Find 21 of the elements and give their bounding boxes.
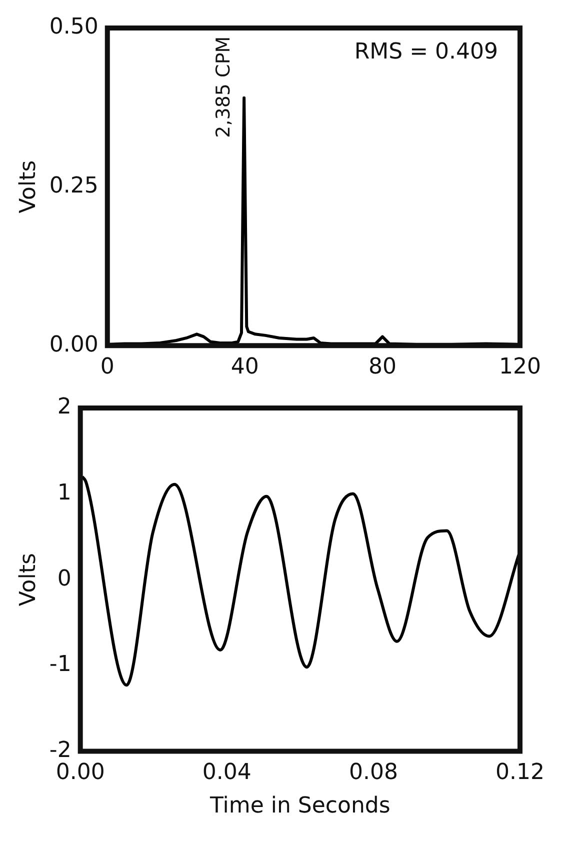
x-tick-label: 0.12 xyxy=(496,760,544,786)
x-tick-label: 0 xyxy=(100,354,114,380)
x-tick-label: 120 xyxy=(499,354,541,380)
x-axis-title: Time in Seconds xyxy=(209,794,390,819)
x-tick-label: 80 xyxy=(368,354,396,380)
x-tick-label: 0.04 xyxy=(202,760,252,786)
y-tick-label: -1 xyxy=(49,652,72,678)
y-tick-label: -2 xyxy=(49,738,72,763)
y-tick-label: 0 xyxy=(57,566,72,592)
x-tick-label: 0.08 xyxy=(348,760,398,786)
y-axis-title: Volts xyxy=(16,160,41,214)
annotation: RMS = 0.409 xyxy=(354,40,498,65)
y-tick-label: 0.00 xyxy=(49,332,98,358)
y-tick-label: 1 xyxy=(57,480,72,506)
annotation: 2,385 CPM xyxy=(212,36,234,138)
x-tick-label: 40 xyxy=(230,354,259,380)
y-tick-label: 2 xyxy=(57,394,72,420)
y-tick-label: 0.25 xyxy=(49,174,98,199)
line-series xyxy=(80,475,520,687)
y-tick-label: 0.50 xyxy=(49,14,98,40)
y-axis-title: Volts xyxy=(16,553,41,606)
